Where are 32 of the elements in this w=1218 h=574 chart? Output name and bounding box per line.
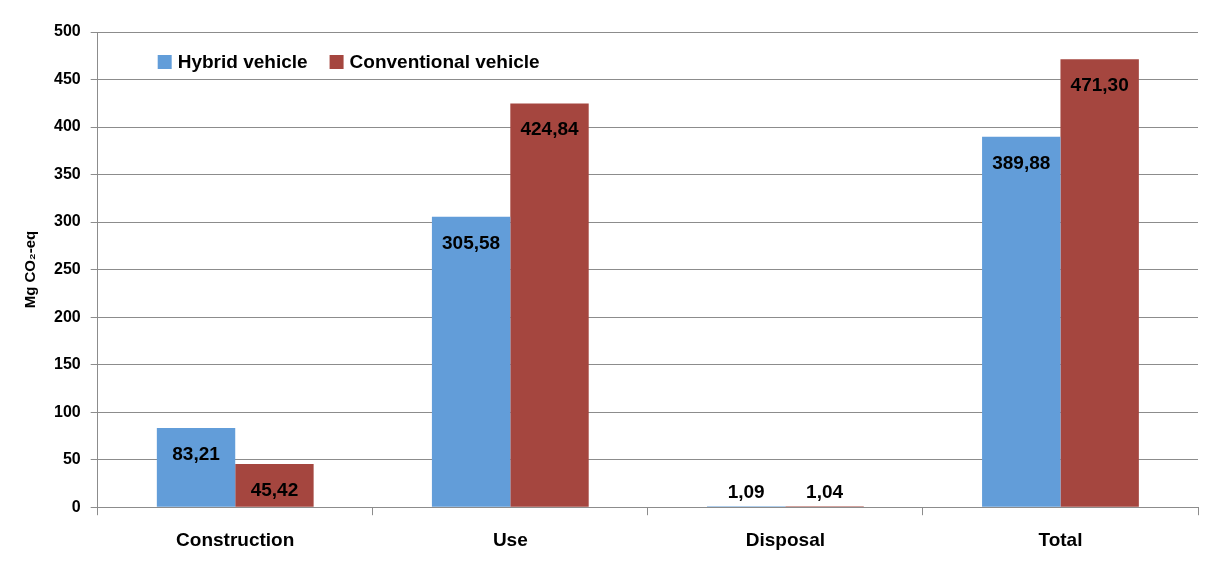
y-tick-label: 100	[53, 402, 81, 420]
y-tick-label: 400	[53, 117, 81, 135]
y-tick-label: 350	[53, 164, 81, 182]
bar	[431, 216, 511, 507]
bar	[235, 464, 314, 507]
bar	[982, 136, 1061, 507]
data-label: 305,58	[442, 231, 501, 253]
y-tick-label: 450	[53, 69, 81, 87]
x-tick-label: Disposal	[745, 528, 825, 550]
data-label: 1,04	[806, 481, 844, 503]
y-tick-label: 150	[53, 355, 81, 373]
x-tick-label: Total	[1038, 528, 1083, 550]
y-tick-label: 0	[71, 497, 81, 515]
data-label: 1,09	[727, 481, 765, 503]
legend-label: Conventional vehicle	[349, 51, 540, 73]
data-label: 83,21	[172, 443, 221, 465]
y-tick-label: 500	[53, 22, 81, 40]
data-label: 389,88	[992, 151, 1051, 173]
x-tick-label: Construction	[176, 528, 295, 550]
y-tick-label: 250	[53, 260, 81, 278]
y-axis-title: Mg CO₂-eq	[21, 230, 39, 309]
bar	[156, 428, 236, 507]
data-label: 471,30	[1070, 74, 1129, 96]
y-tick-label: 50	[62, 450, 81, 468]
bar	[1060, 59, 1139, 507]
x-tick-label: Use	[492, 528, 528, 550]
data-label: 424,84	[520, 118, 579, 140]
bar	[510, 103, 589, 507]
data-label: 45,42	[250, 479, 299, 501]
y-tick-label: 300	[53, 212, 81, 230]
legend-label: Hybrid vehicle	[177, 51, 308, 73]
y-tick-label: 200	[53, 307, 81, 325]
